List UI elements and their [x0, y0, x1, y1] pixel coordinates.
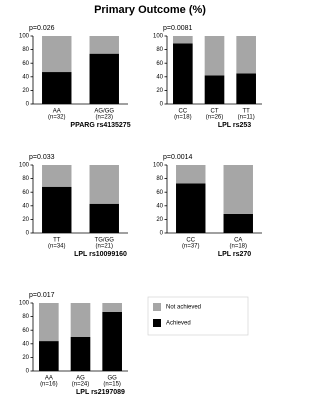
bar-segment	[42, 165, 72, 187]
y-tick-label: 60	[22, 328, 29, 334]
y-tick-label: 60	[156, 61, 163, 67]
x-axis-label: LPL rs10099160	[74, 251, 127, 258]
y-tick-label: 80	[22, 47, 29, 53]
y-tick-label: 60	[22, 61, 29, 67]
bar-segment	[204, 36, 225, 76]
x-tick-label: TT	[53, 238, 61, 244]
y-tick-label: 40	[156, 203, 163, 209]
bar-segment	[89, 36, 119, 54]
bar-segment	[236, 36, 256, 74]
bar-segment	[223, 165, 253, 214]
bar-segment	[42, 36, 72, 73]
p-value: p=0.017	[29, 292, 55, 299]
p-value: p=0.0081	[163, 25, 192, 32]
x-count-label: (n=16)	[40, 382, 58, 388]
y-tick-label: 0	[26, 231, 30, 237]
bar-segment	[176, 183, 206, 233]
y-tick-label: 0	[160, 231, 164, 237]
bar-segment	[176, 165, 206, 184]
legend-label: Not achieved	[166, 305, 201, 311]
y-tick-label: 20	[22, 88, 29, 94]
x-axis-label: LPL rs253	[218, 122, 251, 129]
x-count-label: (n=26)	[206, 115, 224, 121]
bar-segment	[102, 303, 122, 312]
x-tick-label: TG/GG	[95, 238, 115, 244]
x-tick-label: AA	[45, 376, 53, 382]
legend-box	[147, 296, 249, 336]
y-tick-label: 0	[26, 102, 30, 108]
x-count-label: (n=32)	[48, 115, 66, 121]
bar-segment	[173, 36, 193, 44]
bar-segment	[236, 73, 256, 104]
y-tick-label: 60	[156, 190, 163, 196]
y-tick-label: 40	[22, 74, 29, 80]
x-count-label: (n=37)	[182, 244, 200, 250]
y-tick-label: 20	[22, 355, 29, 361]
bar-segment	[89, 165, 119, 204]
y-tick-label: 80	[22, 176, 29, 182]
x-tick-label: CA	[234, 238, 242, 244]
y-tick-label: 20	[156, 217, 163, 223]
bar-segment	[42, 72, 72, 104]
figure-title: Primary Outcome (%)	[94, 4, 206, 16]
bar-segment	[173, 43, 193, 104]
x-tick-label: CC	[178, 109, 187, 115]
bar-segment	[89, 203, 119, 233]
bar-segment	[223, 213, 253, 233]
bar-segment	[70, 337, 91, 371]
x-tick-label: AG	[76, 376, 85, 382]
bar-segment	[42, 186, 72, 233]
x-tick-label: GG	[107, 376, 117, 382]
y-tick-label: 60	[22, 190, 29, 196]
legend-swatch	[153, 303, 161, 311]
x-count-label: (n=21)	[95, 244, 113, 250]
p-value: p=0.033	[29, 154, 55, 161]
y-tick-label: 100	[153, 34, 164, 40]
bar-segment	[70, 303, 91, 337]
y-tick-label: 80	[156, 176, 163, 182]
x-count-label: (n=24)	[72, 382, 90, 388]
figure: Primary Outcome (%) p=0.026 0 20 40 60 80 100 A…	[19, 4, 262, 396]
legend-swatch	[153, 319, 161, 327]
y-tick-label: 20	[156, 88, 163, 94]
x-axis-label: LPL rs2197089	[76, 389, 125, 396]
x-count-label: (n=34)	[48, 244, 66, 250]
y-tick-label: 100	[19, 301, 30, 307]
y-tick-label: 80	[22, 314, 29, 320]
y-tick-label: 100	[19, 34, 30, 40]
y-tick-label: 40	[22, 341, 29, 347]
x-count-label: (n=15)	[103, 382, 121, 388]
x-tick-label: CC	[186, 238, 195, 244]
legend-label: Achieved	[166, 321, 191, 327]
y-tick-label: 0	[26, 369, 30, 375]
y-tick-label: 100	[153, 163, 164, 169]
p-value: p=0.026	[29, 25, 55, 32]
bar-segment	[102, 311, 122, 371]
x-tick-label: TT	[242, 109, 250, 115]
bar-segment	[204, 75, 225, 104]
x-tick-label: AG/GG	[94, 109, 114, 115]
x-tick-label: CT	[211, 109, 219, 115]
y-tick-label: 80	[156, 47, 163, 53]
y-tick-label: 0	[160, 102, 164, 108]
bar-segment	[39, 341, 59, 371]
x-axis-label: PPARG rs4135275	[70, 122, 130, 129]
x-count-label: (n=11)	[238, 115, 255, 121]
bar-segment	[89, 53, 119, 104]
x-count-label: (n=18)	[174, 115, 192, 121]
y-tick-label: 40	[22, 203, 29, 209]
bar-segment	[39, 303, 59, 342]
x-count-label: (n=18)	[229, 244, 247, 250]
x-count-label: (n=23)	[95, 115, 113, 121]
y-tick-label: 20	[22, 217, 29, 223]
p-value: p=0.0014	[163, 154, 192, 161]
y-tick-label: 100	[19, 163, 30, 169]
x-tick-label: AA	[53, 109, 61, 115]
x-axis-label: LPL rs270	[218, 251, 251, 258]
y-tick-label: 40	[156, 74, 163, 80]
